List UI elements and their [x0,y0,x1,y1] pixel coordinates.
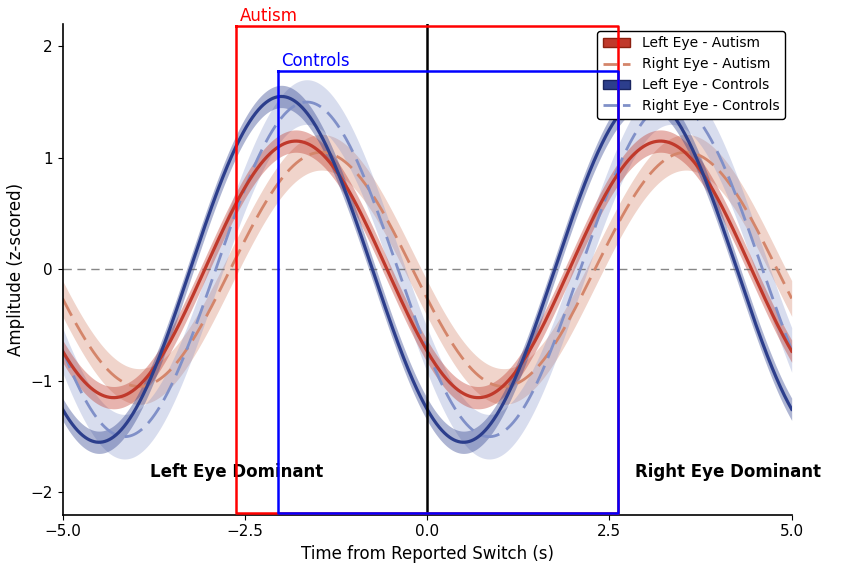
X-axis label: Time from Reported Switch (s): Time from Reported Switch (s) [300,545,554,563]
Legend: Left Eye - Autism, Right Eye - Autism, Left Eye - Controls, Right Eye - Controls: Left Eye - Autism, Right Eye - Autism, L… [597,31,785,119]
Y-axis label: Amplitude (z-scored): Amplitude (z-scored) [7,183,25,356]
Text: Controls: Controls [281,52,350,70]
Text: Autism: Autism [240,7,298,25]
Text: Left Eye Dominant: Left Eye Dominant [150,463,323,481]
Text: Right Eye Dominant: Right Eye Dominant [635,463,821,481]
